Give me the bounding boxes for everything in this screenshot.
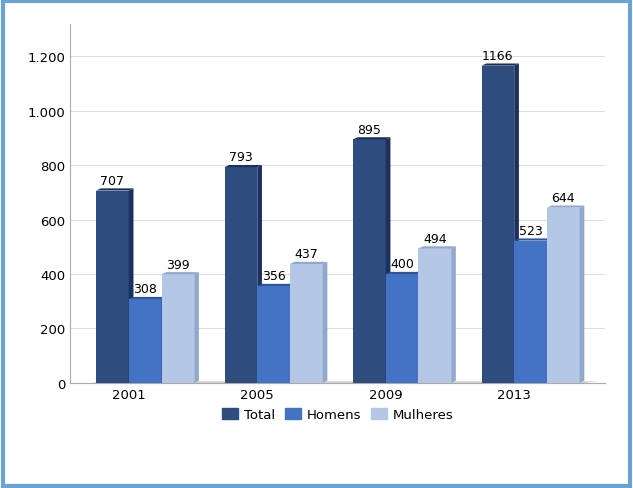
Bar [418,249,451,383]
Text: 437: 437 [294,248,318,261]
Text: 523: 523 [518,224,542,237]
Text: 308: 308 [133,283,157,296]
Text: 793: 793 [229,151,253,164]
Polygon shape [128,297,166,300]
Polygon shape [385,138,391,383]
Text: 1166: 1166 [482,50,513,63]
Text: 707: 707 [101,174,125,187]
Polygon shape [91,382,599,383]
Polygon shape [514,239,551,241]
Bar [547,208,580,383]
Polygon shape [128,189,134,383]
Polygon shape [290,285,294,383]
Text: 399: 399 [166,258,190,271]
Polygon shape [580,206,584,383]
Bar [96,191,128,383]
Polygon shape [96,189,134,191]
Text: 356: 356 [262,270,285,283]
Polygon shape [161,273,199,275]
Polygon shape [353,138,391,140]
Polygon shape [257,165,262,383]
Polygon shape [290,262,327,264]
Bar [514,241,547,383]
Polygon shape [418,272,423,383]
Bar [128,300,161,383]
Bar [353,140,385,383]
Bar [482,66,514,383]
Polygon shape [385,272,423,274]
Polygon shape [547,206,584,208]
Bar [257,286,290,383]
Text: 400: 400 [390,258,414,271]
Polygon shape [547,239,551,383]
Polygon shape [418,247,456,249]
Legend: Total, Homens, Mulheres: Total, Homens, Mulheres [217,403,458,427]
Bar [290,264,323,383]
Bar [161,275,194,383]
Polygon shape [323,262,327,383]
Text: 895: 895 [358,123,381,136]
Bar [385,274,418,383]
Bar [225,168,257,383]
Text: 644: 644 [551,191,575,204]
Polygon shape [225,165,262,168]
Polygon shape [257,285,294,286]
Polygon shape [514,64,519,383]
Polygon shape [482,64,519,66]
Polygon shape [161,297,166,383]
Text: 494: 494 [423,232,447,245]
Polygon shape [194,273,199,383]
Polygon shape [451,247,456,383]
